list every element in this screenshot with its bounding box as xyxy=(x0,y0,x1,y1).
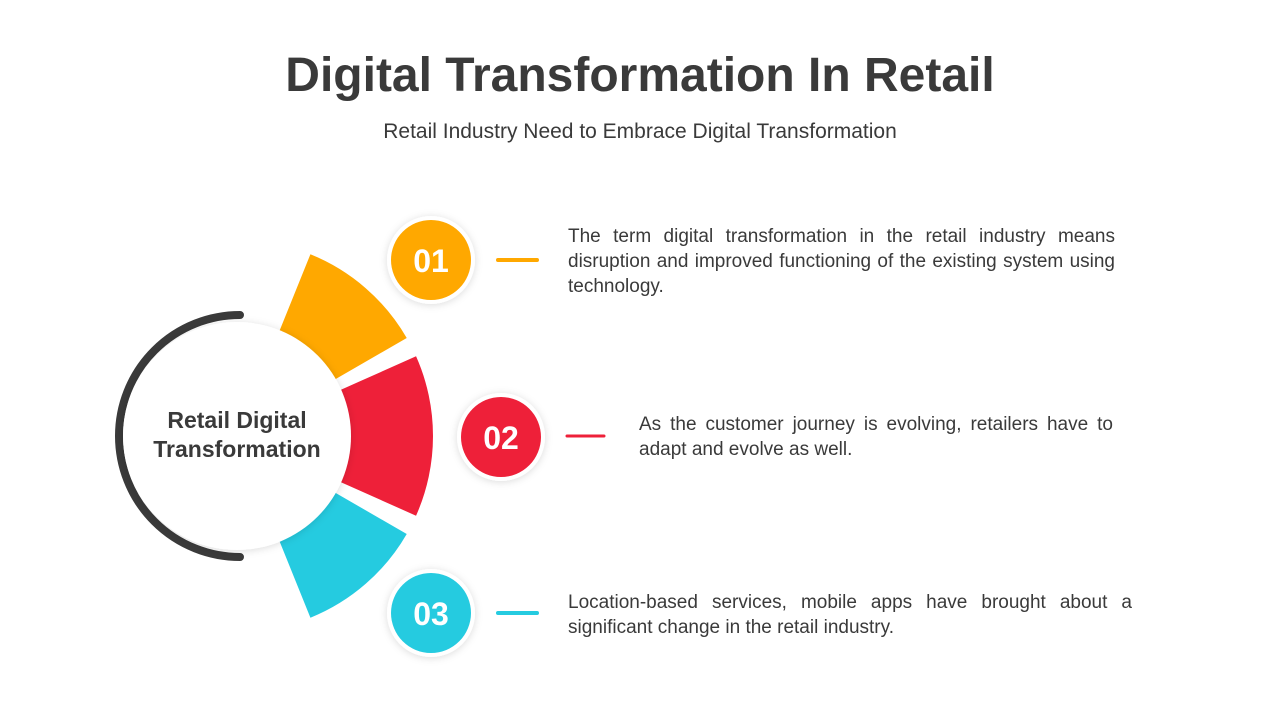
badge-03: 03 xyxy=(387,569,475,657)
step-02-description: As the customer journey is evolving, ret… xyxy=(639,414,1113,460)
center-label: Retail Digital Transformation xyxy=(130,406,344,464)
step-01-description: The term digital transformation in the r… xyxy=(568,226,1115,297)
page-subtitle: Retail Industry Need to Embrace Digital … xyxy=(383,120,897,143)
center-circle xyxy=(123,322,351,550)
segment-02 xyxy=(332,356,434,516)
center-label-line1: Retail Digital xyxy=(167,407,307,433)
badge-01-number: 01 xyxy=(413,243,449,279)
page-title: Digital Transformation In Retail xyxy=(285,49,995,102)
center-label-line2: Transformation xyxy=(153,436,321,462)
dark-arc xyxy=(115,311,244,561)
step-03-description: Location-based services, mobile apps hav… xyxy=(568,592,1132,638)
badge-01: 01 xyxy=(387,216,475,304)
badge-02-number: 02 xyxy=(483,420,519,456)
badge-02: 02 xyxy=(457,393,545,481)
badge-03-number: 03 xyxy=(413,596,449,632)
